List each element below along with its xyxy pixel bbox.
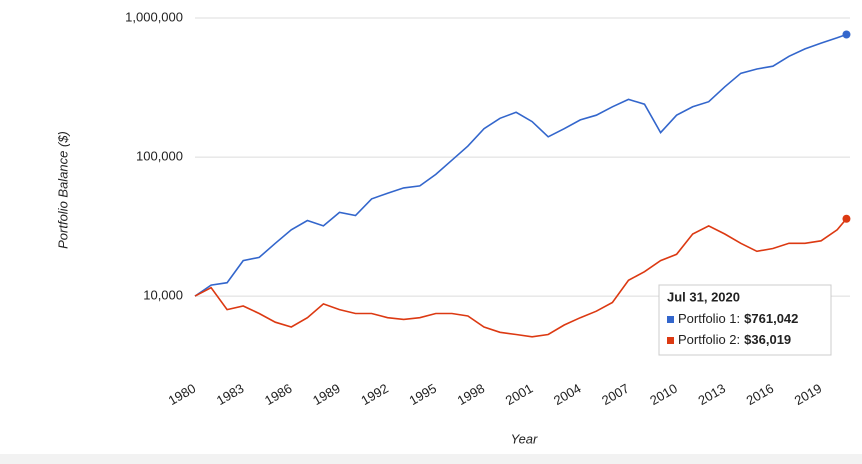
tooltip-series-name: Portfolio 1: <box>678 311 740 326</box>
x-tick-label: 1983 <box>214 381 247 408</box>
tooltip-value: $36,019 <box>744 332 791 347</box>
tooltip-swatch <box>667 337 674 344</box>
x-tick-label: 2007 <box>599 381 632 408</box>
tooltip-value: $761,042 <box>744 311 798 326</box>
tooltip-series-name: Portfolio 2: <box>678 332 740 347</box>
x-tick-label: 1986 <box>262 381 295 408</box>
bottom-strip <box>0 454 862 464</box>
x-tick-label: 2004 <box>551 381 584 408</box>
y-tick-label: 100,000 <box>136 149 183 164</box>
y-tick-label: 1,000,000 <box>125 9 183 24</box>
x-axis-title: Year <box>511 431 538 446</box>
x-tick-label: 2013 <box>695 381 728 408</box>
series-line <box>194 33 847 297</box>
tooltip-entry: Portfolio 1: $761,042 <box>678 311 798 326</box>
y-tick-label: 10,000 <box>143 288 183 303</box>
tooltip-box <box>658 284 832 356</box>
y-axis-title: Portfolio Balance ($) <box>55 131 70 249</box>
x-tick-label: 2001 <box>503 381 536 408</box>
end-point <box>842 214 851 223</box>
x-tick-label: 2010 <box>647 381 680 408</box>
tooltip-title: Jul 31, 2020 <box>667 289 740 304</box>
x-tick-label: 2016 <box>744 381 777 408</box>
tooltip-entry: Portfolio 2: $36,019 <box>678 332 791 347</box>
x-tick-label: 1992 <box>358 381 391 408</box>
x-tick-label: 1980 <box>166 381 199 408</box>
x-tick-label: 1995 <box>406 381 439 408</box>
tooltip-swatch <box>667 316 674 323</box>
x-tick-label: 1989 <box>310 381 343 408</box>
x-tick-label: 1998 <box>455 381 488 408</box>
end-point <box>842 30 851 39</box>
x-tick-label: 2019 <box>792 381 825 408</box>
series-line <box>194 218 848 338</box>
